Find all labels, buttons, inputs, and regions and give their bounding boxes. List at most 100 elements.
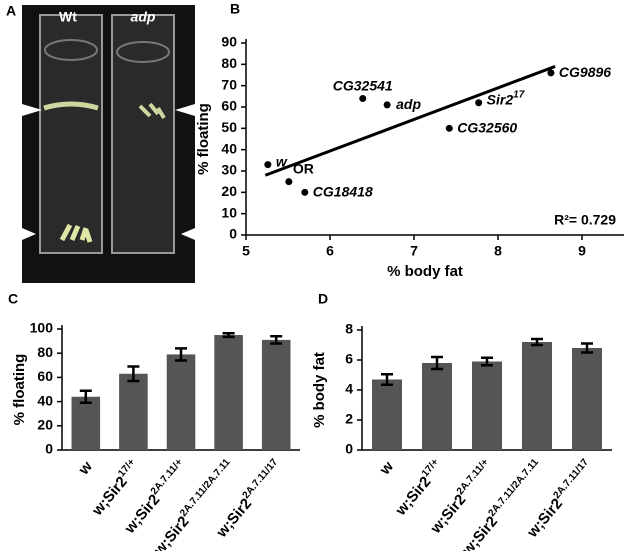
panel-label: D	[318, 291, 328, 307]
y-tick-label: 20	[221, 183, 237, 199]
x-tick-label: 5	[242, 243, 250, 259]
tube	[39, 14, 103, 254]
point-label-text: adp	[396, 96, 421, 112]
x-tick-label-sup: 2A.7.11/+	[149, 457, 185, 497]
error-bar	[431, 355, 443, 371]
x-tick-label-sup: 2A.7.11/17	[552, 457, 592, 501]
y-tick-label: 0	[345, 441, 353, 457]
y-axis-label: % floating	[11, 354, 28, 426]
point-label-text: Sir2	[487, 91, 514, 107]
x-tick-label-text: w	[376, 458, 397, 479]
error-bar	[581, 342, 593, 354]
y-tick-label: 20	[37, 417, 53, 433]
larvae	[138, 102, 166, 120]
point	[445, 124, 453, 132]
point-label: OR	[293, 160, 314, 176]
bar	[119, 373, 148, 450]
point-label-text: w	[276, 153, 288, 169]
x-tick-label: 9	[578, 243, 586, 259]
tube	[111, 14, 175, 254]
x-tick-label-text: w;Sir2	[88, 473, 131, 519]
reflection	[116, 41, 170, 63]
y-tick-label: 80	[221, 55, 237, 71]
bar	[214, 335, 243, 450]
x-tick-label: w	[75, 458, 96, 479]
larvae	[43, 101, 99, 111]
bar	[71, 396, 101, 450]
larvae	[59, 223, 93, 243]
error-bar	[79, 389, 92, 405]
y-tick-label: 0	[45, 441, 53, 457]
y-tick-label: 40	[221, 140, 237, 156]
point-label-text: CG18418	[313, 183, 373, 199]
arrowhead	[175, 104, 195, 116]
y-axis-label: % body fat	[311, 352, 328, 428]
x-tick-label-sup: 2A.7.11/17	[241, 457, 281, 501]
fit-line	[264, 65, 556, 177]
error-bar	[222, 331, 235, 339]
error-bar	[270, 335, 283, 345]
x-tick-label-sup: 17/+	[420, 457, 441, 479]
point-label: CG32560	[457, 119, 517, 135]
error-bar	[127, 365, 140, 383]
bar	[261, 339, 291, 450]
bar	[166, 354, 196, 450]
x-tick-label-sup: 2A.7.11/2A.7.11	[487, 457, 542, 519]
reflection	[44, 39, 98, 61]
point-label: w	[276, 153, 288, 169]
y-tick-label: 0	[229, 226, 237, 242]
arrowhead	[22, 228, 36, 240]
arrowhead	[181, 228, 195, 240]
y-tick-label: 100	[30, 320, 54, 336]
x-tick-label: w	[376, 458, 397, 479]
x-tick-label-text: w;Sir2	[213, 495, 256, 541]
y-tick-label: 4	[345, 381, 353, 397]
point	[475, 99, 483, 107]
y-tick-label: 60	[221, 98, 237, 114]
x-tick-label-text: w;Sir2	[523, 495, 566, 541]
y-tick-label: 40	[37, 392, 53, 408]
x-tick-label: 7	[410, 243, 418, 259]
panel-label: A	[6, 3, 16, 19]
y-tick-label: 6	[345, 351, 353, 367]
point-label-text: CG32560	[457, 119, 517, 135]
error-bar	[481, 356, 493, 367]
point-label: CG32541	[333, 77, 393, 93]
y-tick-label: 2	[345, 411, 353, 427]
point-label: Sir217	[487, 90, 525, 108]
y-tick-label: 90	[221, 34, 237, 50]
x-tick-label-sup: 2A.7.11/+	[455, 457, 491, 497]
point-label: adp	[396, 96, 421, 112]
x-tick-label: 6	[326, 243, 334, 259]
annotation: R²= 0.729	[554, 212, 616, 228]
point-label-text: CG9896	[559, 64, 611, 80]
point	[301, 188, 309, 196]
tube-label: adp	[131, 9, 156, 25]
point-label-text: OR	[293, 160, 314, 176]
point	[547, 69, 555, 77]
point-label: CG18418	[313, 183, 373, 199]
point	[359, 94, 367, 102]
y-axis-label: % floating	[195, 103, 212, 175]
y-tick-label: 50	[221, 119, 237, 135]
point-label-text: CG32541	[333, 77, 393, 93]
x-tick-label-text: w;Sir2	[427, 491, 470, 537]
x-tick-label-text: w;Sir2	[392, 473, 435, 519]
y-tick-label: 80	[37, 344, 53, 360]
x-tick-label-text: w;Sir2	[121, 491, 164, 537]
y-tick-label: 10	[221, 204, 237, 220]
x-tick-label: w;Sir217/+	[390, 457, 447, 520]
y-tick-label: 30	[221, 162, 237, 178]
error-bar	[531, 337, 543, 347]
x-axis-label: % body fat	[387, 263, 463, 280]
error-bar	[381, 373, 393, 386]
y-tick-label: 8	[345, 321, 353, 337]
bar	[422, 363, 452, 450]
bar	[472, 361, 502, 450]
tube-label: Wt	[59, 9, 77, 25]
panel-label: C	[8, 291, 18, 307]
x-tick-label-sup: 17/+	[116, 457, 137, 479]
error-bar	[175, 347, 187, 362]
photo: Wt adp	[22, 5, 195, 283]
